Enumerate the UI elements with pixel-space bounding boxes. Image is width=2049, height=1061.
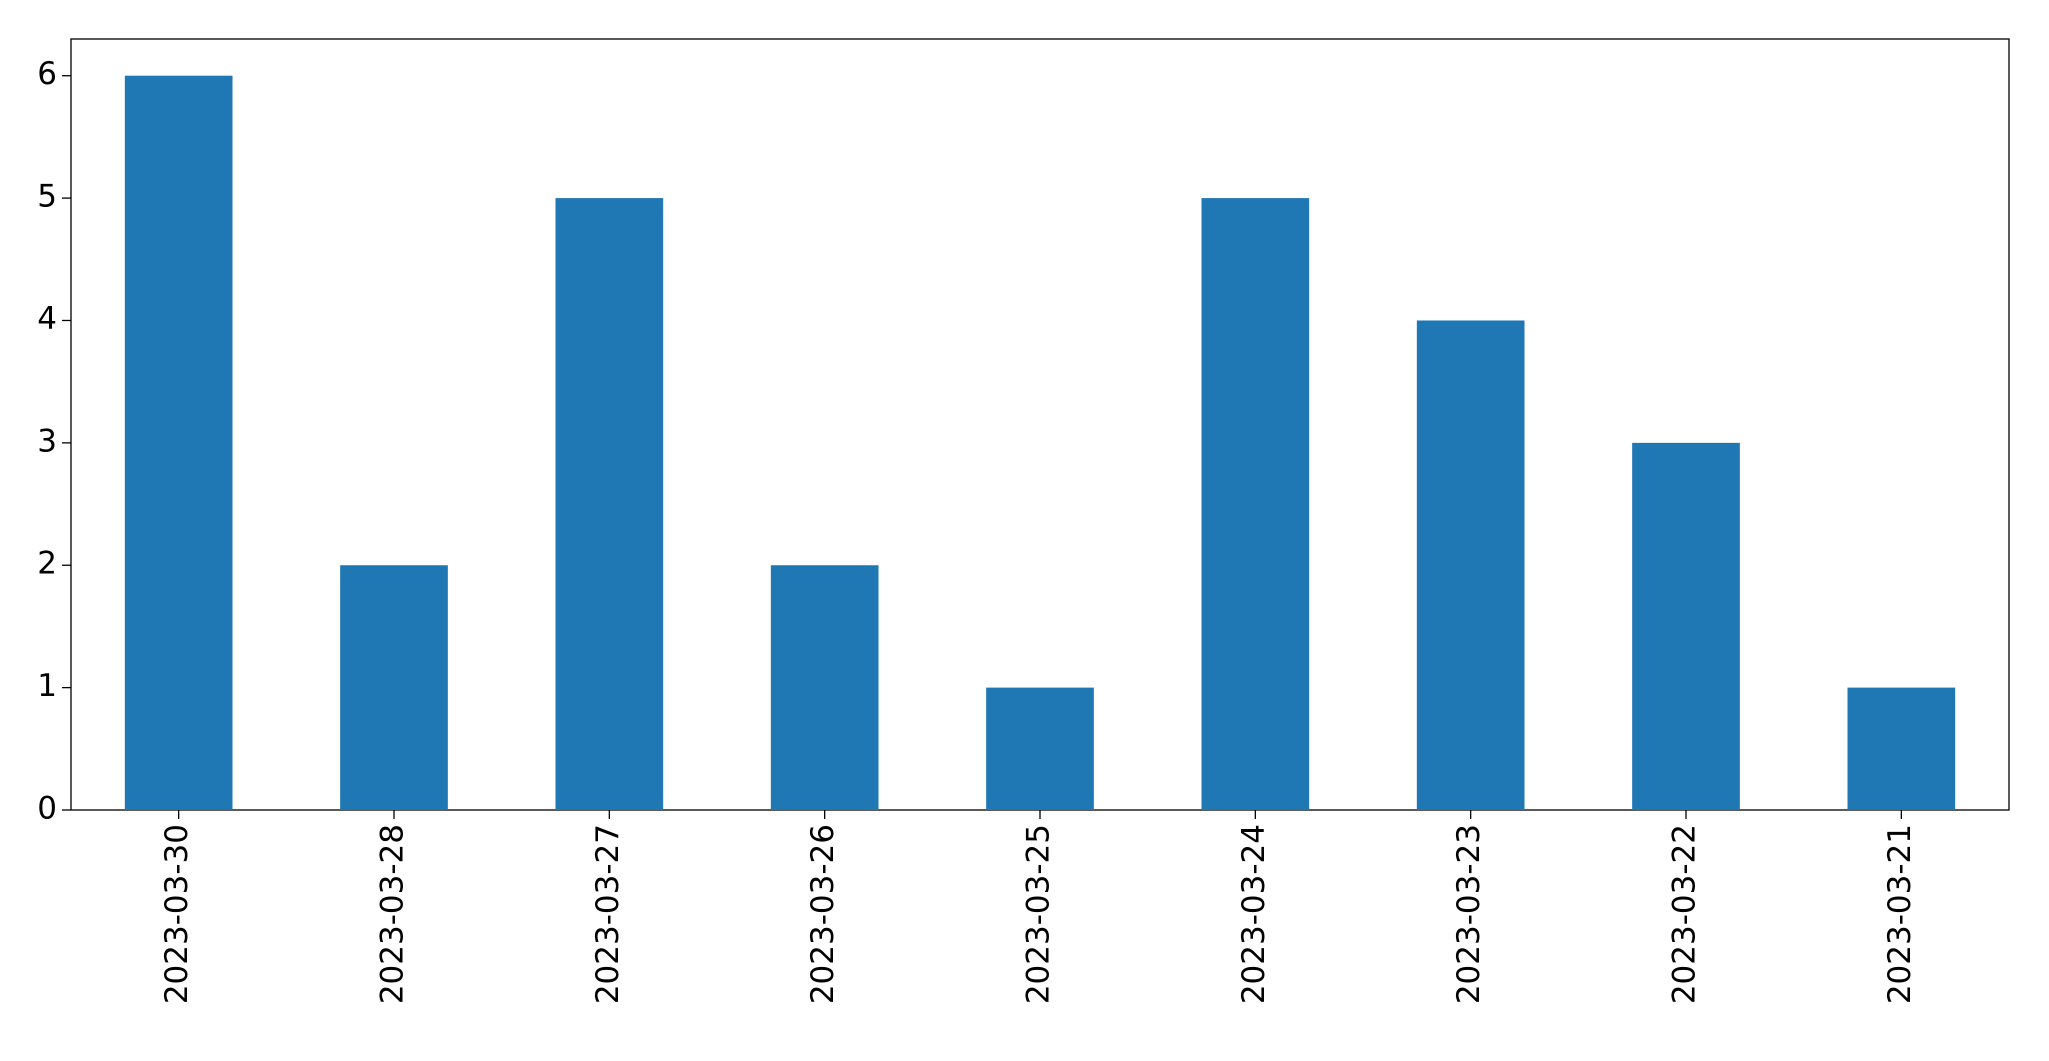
bar	[340, 565, 448, 810]
bar	[1201, 198, 1310, 811]
bar	[555, 198, 664, 811]
y-tick-label: 2	[37, 546, 57, 582]
bar	[1416, 320, 1525, 810]
x-tick-label: 2023-03-30	[159, 824, 195, 1004]
x-tick-label: 2023-03-27	[590, 824, 626, 1004]
y-tick-label: 5	[37, 179, 57, 215]
bar	[986, 687, 1094, 810]
bar	[770, 565, 879, 810]
bar	[1632, 442, 1740, 810]
x-tick-label: 2023-03-21	[1882, 824, 1918, 1004]
y-tick-label: 3	[37, 423, 57, 459]
x-tick-label: 2023-03-26	[805, 824, 841, 1004]
x-tick-label: 2023-03-23	[1451, 824, 1487, 1004]
y-tick-label: 6	[37, 56, 57, 92]
y-tick-label: 4	[37, 301, 57, 337]
x-tick-label: 2023-03-24	[1236, 824, 1272, 1004]
x-tick-label: 2023-03-22	[1667, 824, 1703, 1004]
x-tick-label: 2023-03-28	[375, 824, 411, 1004]
y-tick-label: 1	[37, 668, 57, 704]
x-tick-label: 2023-03-25	[1021, 824, 1057, 1004]
y-tick-label: 0	[37, 791, 57, 827]
bar	[1847, 687, 1956, 810]
bar	[124, 75, 233, 810]
